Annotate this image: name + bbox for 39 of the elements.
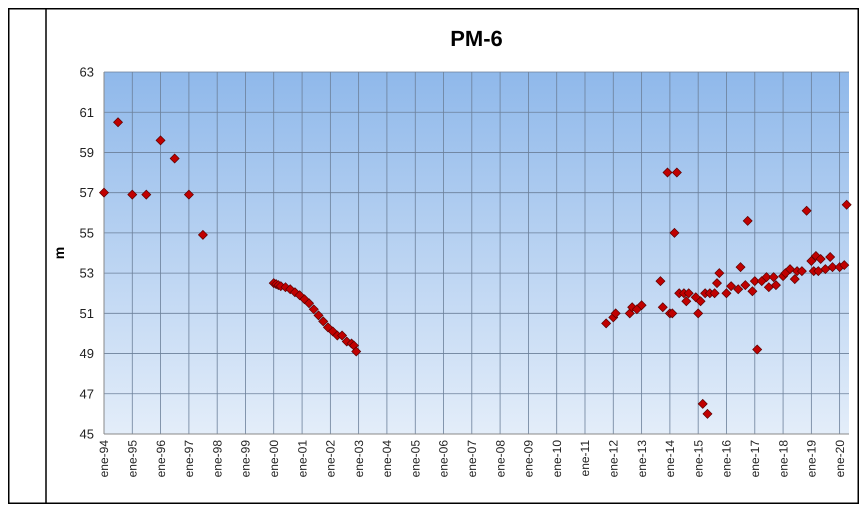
x-tick-label: ene-02 bbox=[324, 440, 338, 478]
x-tick-label: ene-20 bbox=[832, 440, 847, 478]
y-tick-label: 59 bbox=[80, 144, 94, 160]
y-tick-label: 47 bbox=[80, 386, 94, 402]
x-tick-label: ene-96 bbox=[154, 440, 168, 478]
x-tick-label: ene-04 bbox=[380, 440, 394, 478]
y-tick-label: 53 bbox=[80, 266, 94, 281]
x-tick-label: ene-17 bbox=[748, 440, 762, 478]
x-tick-label: ene-07 bbox=[465, 440, 480, 478]
x-tick-label: ene-98 bbox=[210, 440, 224, 478]
x-tick-label: ene-15 bbox=[691, 440, 706, 478]
x-tick-label: ene-00 bbox=[266, 440, 281, 478]
x-tick-label: ene-08 bbox=[493, 440, 508, 478]
x-tick-label: ene-99 bbox=[238, 440, 253, 478]
x-tick-label: ene-12 bbox=[606, 440, 620, 478]
x-tick-label: ene-03 bbox=[352, 440, 366, 478]
x-tick-label: ene-05 bbox=[408, 440, 422, 478]
y-tick-label: 63 bbox=[80, 64, 94, 80]
x-tick-label: ene-97 bbox=[182, 440, 196, 478]
x-tick-label: ene-06 bbox=[436, 440, 451, 478]
x-tick-label: ene-18 bbox=[776, 440, 790, 478]
x-tick-label: ene-14 bbox=[663, 440, 678, 478]
x-tick-label: ene-11 bbox=[578, 440, 592, 476]
y-tick-label: 57 bbox=[80, 185, 94, 200]
y-tick-label: 51 bbox=[80, 306, 94, 321]
x-tick-label: ene-01 bbox=[295, 440, 310, 478]
y-tick-label: 49 bbox=[80, 346, 94, 362]
chart-title: PM-6 bbox=[450, 26, 503, 51]
y-tick-label: 45 bbox=[80, 426, 94, 442]
x-tick-label: ene-09 bbox=[522, 440, 536, 478]
x-tick-label: ene-10 bbox=[550, 440, 564, 478]
x-tick-label: ene-16 bbox=[720, 440, 734, 478]
x-tick-label: ene-95 bbox=[125, 440, 140, 478]
y-axis-title: m bbox=[51, 246, 67, 260]
y-tick-label: 61 bbox=[80, 104, 94, 120]
x-tick-label: ene-19 bbox=[804, 440, 819, 478]
x-tick-label: ene-94 bbox=[97, 440, 112, 478]
x-tick-label: ene-13 bbox=[634, 440, 649, 478]
y-tick-label: 55 bbox=[80, 225, 94, 240]
